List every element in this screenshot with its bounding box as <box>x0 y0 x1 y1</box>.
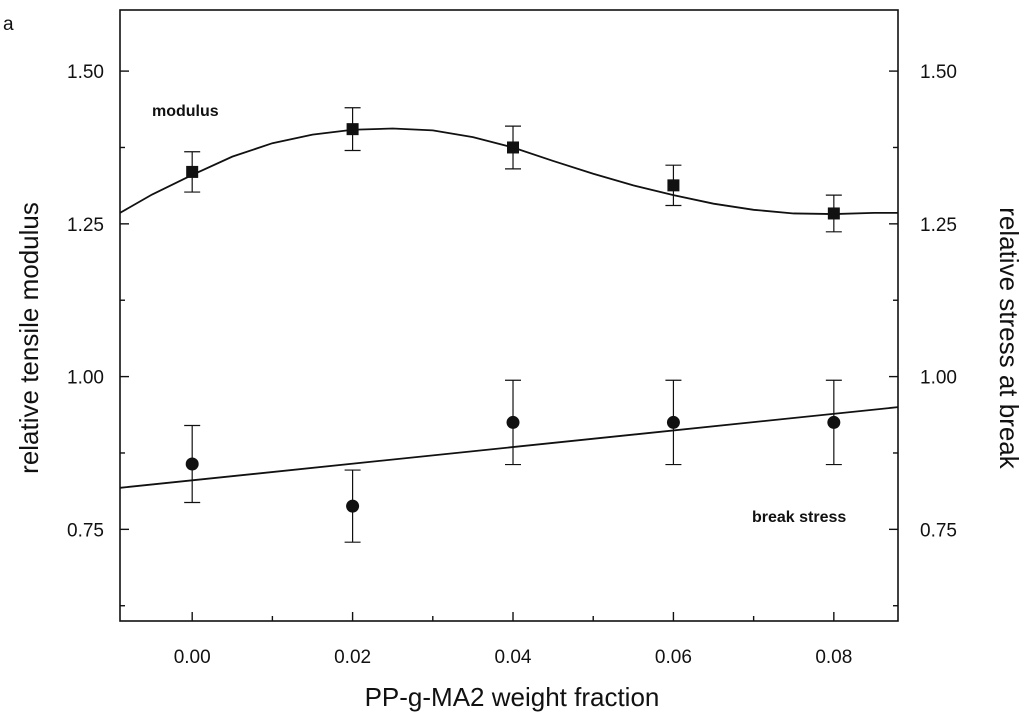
modulus-fit-curve <box>119 127 898 215</box>
break-stress-data-point <box>346 499 360 513</box>
marker-layer <box>185 123 841 513</box>
x-axis-title: PP-g-MA2 weight fraction <box>365 682 660 712</box>
right-y-tick-label: 1.00 <box>920 368 957 389</box>
x-tick-label: 0.04 <box>495 647 532 668</box>
left-y-tick-label: 1.00 <box>67 368 104 389</box>
break-stress-data-point <box>666 415 680 429</box>
annotation-break-stress: break stress <box>752 509 846 526</box>
modulus-data-point <box>827 207 840 220</box>
right-y-tick-label: 1.50 <box>920 62 957 83</box>
left-y-tick-label: 1.50 <box>67 62 104 83</box>
left-y-tick-label: 1.25 <box>67 215 104 236</box>
annotation-modulus: modulus <box>152 103 219 120</box>
modulus-data-point <box>667 179 680 192</box>
break-stress-data-point <box>185 457 199 471</box>
break-stress-data-point <box>506 415 520 429</box>
break-stress-data-point <box>827 415 841 429</box>
plot-frame <box>119 9 899 622</box>
right-y-axis-title: relative stress at break <box>994 207 1024 470</box>
error-layer <box>184 107 842 543</box>
x-tick-label: 0.06 <box>655 647 692 668</box>
modulus-data-point <box>346 123 359 136</box>
left-y-axis-title: relative tensile modulus <box>14 202 44 474</box>
fit-layer <box>119 127 899 489</box>
x-tick-label: 0.00 <box>174 647 211 668</box>
modulus-data-point <box>186 165 199 178</box>
right-y-tick-label: 1.25 <box>920 215 957 236</box>
x-tick-label: 0.08 <box>815 647 852 668</box>
ticks-layer: 0.00 0.02 0.04 0.06 0.08 0.75 1.00 1.25 1.50 0.75… <box>67 62 957 668</box>
left-y-tick-label: 0.75 <box>67 520 104 541</box>
modulus-data-point <box>507 141 520 154</box>
right-y-tick-label: 0.75 <box>920 520 957 541</box>
panel-label: a <box>3 14 14 35</box>
x-tick-label: 0.02 <box>334 647 371 668</box>
break-stress-fit-line <box>119 406 899 489</box>
